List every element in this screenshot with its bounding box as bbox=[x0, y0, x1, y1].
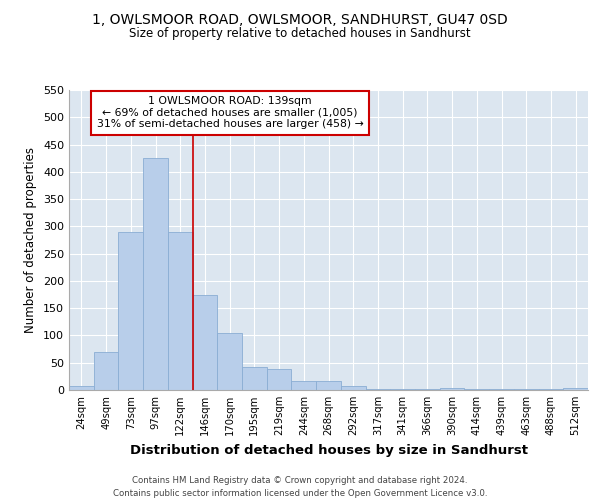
Bar bbox=[69, 386, 94, 390]
X-axis label: Distribution of detached houses by size in Sandhurst: Distribution of detached houses by size … bbox=[130, 444, 527, 456]
Bar bbox=[267, 370, 292, 390]
Bar bbox=[292, 382, 316, 390]
Bar bbox=[242, 366, 267, 390]
Bar bbox=[94, 352, 118, 390]
Bar bbox=[316, 382, 341, 390]
Bar bbox=[217, 332, 242, 390]
Bar bbox=[193, 294, 217, 390]
Text: 1 OWLSMOOR ROAD: 139sqm
← 69% of detached houses are smaller (1,005)
31% of semi: 1 OWLSMOOR ROAD: 139sqm ← 69% of detache… bbox=[97, 96, 363, 129]
Text: Contains HM Land Registry data © Crown copyright and database right 2024.: Contains HM Land Registry data © Crown c… bbox=[132, 476, 468, 485]
Y-axis label: Number of detached properties: Number of detached properties bbox=[25, 147, 37, 333]
Text: Contains public sector information licensed under the Open Government Licence v3: Contains public sector information licen… bbox=[113, 489, 487, 498]
Bar bbox=[168, 232, 193, 390]
Bar bbox=[143, 158, 168, 390]
Text: 1, OWLSMOOR ROAD, OWLSMOOR, SANDHURST, GU47 0SD: 1, OWLSMOOR ROAD, OWLSMOOR, SANDHURST, G… bbox=[92, 12, 508, 26]
Text: Size of property relative to detached houses in Sandhurst: Size of property relative to detached ho… bbox=[129, 28, 471, 40]
Bar bbox=[365, 389, 390, 390]
Bar bbox=[341, 386, 365, 390]
Bar bbox=[440, 388, 464, 390]
Bar bbox=[118, 232, 143, 390]
Bar bbox=[563, 388, 588, 390]
